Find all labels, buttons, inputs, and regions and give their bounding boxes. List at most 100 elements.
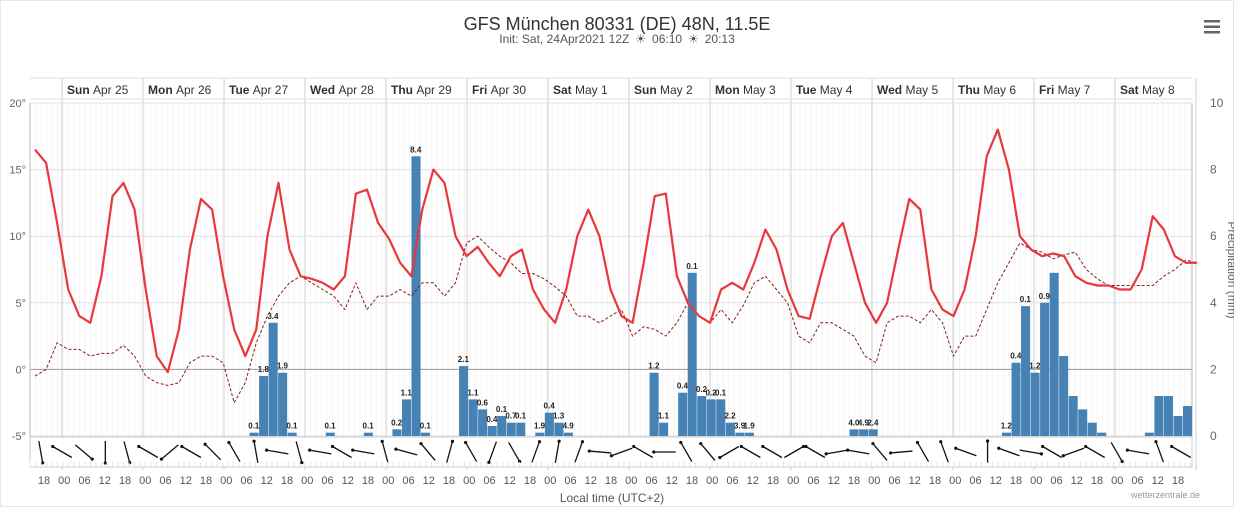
wind-arrow [611, 447, 633, 457]
wind-arrow [488, 441, 498, 463]
wind-arrow-head [180, 444, 184, 449]
wind-arrow [554, 441, 560, 463]
precip-bar [268, 322, 278, 436]
wind-arrow-head [824, 452, 828, 456]
hour-tick-label: 18 [119, 475, 131, 487]
init-time: Init: Sat, 24Apr2021 12Z [499, 32, 630, 46]
day-label-date: May 2 [660, 83, 693, 97]
hour-tick-label: 12 [990, 475, 1002, 487]
day-label: Mon Apr 26 [148, 83, 212, 97]
day-label-day: Tue [796, 83, 820, 97]
precip-value-label: 0.1 [363, 422, 375, 431]
precip-bar [1030, 372, 1040, 436]
day-label-day: Thu [958, 83, 983, 97]
precip-bar [725, 422, 735, 436]
wind-arrow [161, 444, 179, 460]
precip-value-label: 1.1 [658, 412, 670, 421]
hour-tick-label: 12 [1152, 475, 1164, 487]
dewpoint-line [34, 235, 1198, 404]
day-label-date: Apr 30 [491, 83, 527, 97]
hour-tick-label: 06 [78, 475, 90, 487]
precip-value-label: 0.4 [1010, 352, 1022, 361]
day-label-day: Tue [229, 83, 253, 97]
day-label-day: Sun [634, 83, 660, 97]
hour-tick-label: 00 [463, 475, 475, 487]
wind-arrow [847, 449, 870, 455]
precip-value-label: 0.4 [486, 415, 498, 424]
hour-tick-label: 12 [423, 475, 435, 487]
precip-bar [659, 422, 669, 436]
wind-arrow [1155, 441, 1165, 463]
day-label-date: May 1 [575, 83, 608, 97]
precip-bar [859, 429, 869, 436]
grid [29, 77, 1197, 470]
wind-arrow [1063, 447, 1085, 457]
wind-arrow-head [394, 447, 398, 451]
y-tick-label-right: 6 [1210, 229, 1217, 243]
precip-bar [678, 392, 688, 436]
wind-arrow [633, 445, 654, 459]
sunrise-time: 06:10 [652, 32, 683, 46]
precip-bar [649, 372, 659, 436]
credit-text[interactable]: wetterzentrale.de [1130, 490, 1200, 500]
wind-arrow-head [609, 454, 614, 458]
wind-arrow [228, 442, 241, 462]
wind-arrow [1127, 449, 1150, 455]
wind-arrow-head [227, 440, 231, 445]
day-labels: Sun Apr 25 Mon Apr 26 Tue Apr 27 Wed Apr 28… [67, 83, 1175, 97]
wind-arrow-head [137, 444, 141, 449]
wind-arrow-head [252, 439, 256, 443]
wind-arrow [741, 445, 761, 459]
wind-arrow [998, 447, 1020, 457]
wind-arrow [589, 450, 612, 454]
precip-value-label: 0.1 [324, 422, 336, 431]
precip-value-label: 3.9 [734, 422, 746, 431]
wind-arrow-head [1125, 448, 1129, 452]
temperature-line [34, 128, 1197, 374]
day-label-day: Sat [553, 83, 575, 97]
wind-arrow [74, 444, 93, 460]
precip-value-label: 0.1 [515, 412, 527, 421]
wind-arrow-head [801, 444, 806, 449]
precip-bar [1173, 416, 1183, 436]
y-tick-label-right: 8 [1210, 163, 1217, 177]
day-label-date: Apr 27 [253, 83, 289, 97]
hour-tick-label: 12 [828, 475, 840, 487]
wind-arrow-head [718, 455, 722, 460]
precip-bar [1154, 396, 1164, 436]
wind-arrow-head [1120, 459, 1124, 464]
wind-arrow-head [103, 461, 107, 465]
day-label-day: Mon [715, 83, 743, 97]
wind-arrow-head [537, 440, 542, 444]
hour-labels: 18 00 06 12 18 00 06 12 18 00 06 12 18 00 06 12 18 00 06 12… [38, 475, 1184, 487]
precip-value-label: 2.4 [867, 418, 879, 427]
precip-value-label: 1.9 [534, 422, 546, 431]
hour-tick-label: 06 [888, 475, 900, 487]
wind-arrow-head [632, 444, 636, 449]
precip-value-label: 0.2 [705, 388, 717, 397]
precip-bar [287, 432, 297, 436]
hour-tick-label: 06 [483, 475, 495, 487]
precip-bar [363, 432, 373, 436]
wind-arrow-head [41, 461, 45, 465]
hour-tick-label: 18 [848, 475, 860, 487]
hour-tick-label: 00 [1111, 475, 1123, 487]
precip-bar [411, 156, 421, 436]
wind-arrow [181, 445, 202, 459]
wind-arrow-head [203, 442, 207, 446]
hour-tick-label: 00 [706, 475, 718, 487]
wind-arrow-head [871, 441, 875, 446]
precip-bar [735, 432, 745, 436]
hamburger-menu-icon[interactable] [1200, 16, 1224, 38]
wind-arrow-head [518, 459, 522, 464]
hour-tick-label: 18 [200, 475, 212, 487]
wind-arrow-head [51, 444, 55, 449]
precip-bar [1011, 362, 1021, 436]
wind-arrow [381, 441, 389, 463]
hour-tick-label: 18 [605, 475, 617, 487]
precip-bar [1049, 272, 1059, 436]
day-label-day: Thu [391, 83, 416, 97]
wind-arrow [700, 443, 716, 461]
wind-arrow-head [1084, 444, 1088, 449]
precip-value-label: 0.7 [505, 412, 517, 421]
